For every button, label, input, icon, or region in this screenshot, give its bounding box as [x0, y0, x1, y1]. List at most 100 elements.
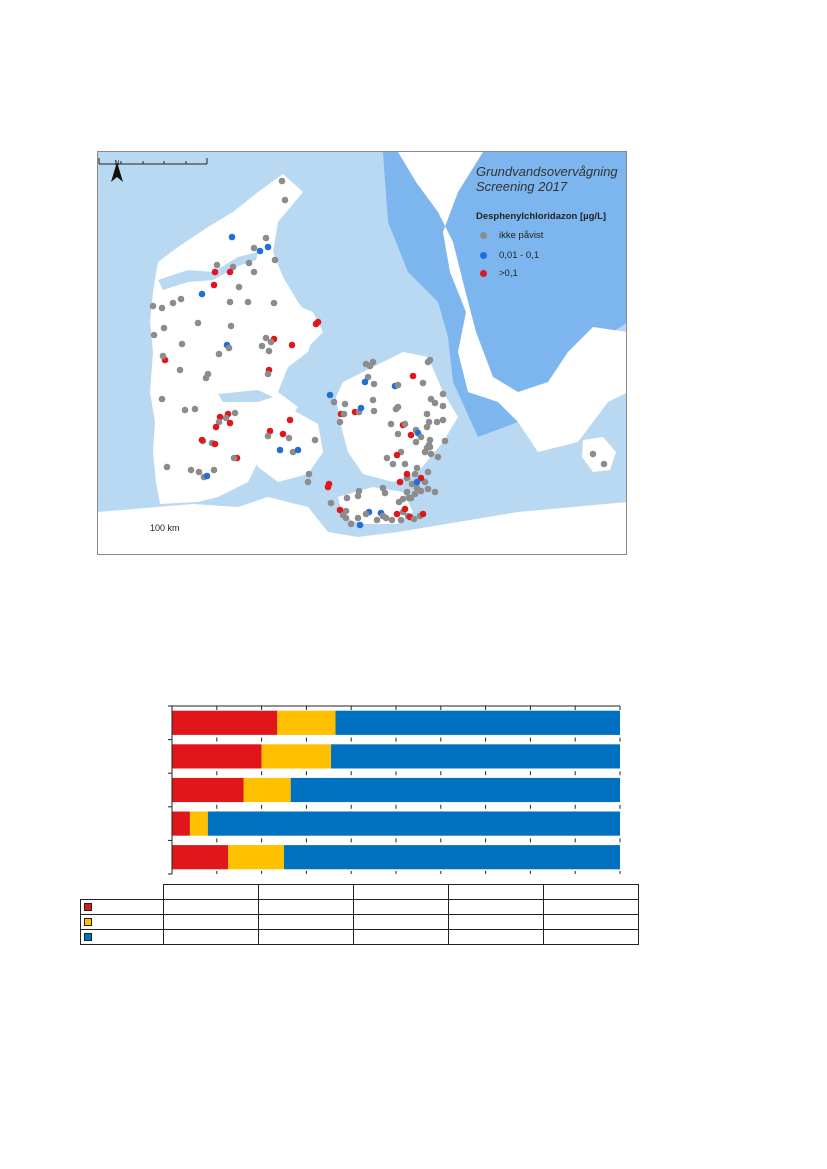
map-title: Grundvandsovervågning Screening 2017: [476, 164, 618, 194]
table-header-cell: [448, 884, 544, 900]
sample-point: [267, 338, 275, 346]
table-header-row: [81, 884, 639, 900]
sample-point: [355, 487, 363, 495]
sample-point: [383, 454, 391, 462]
sample-point: [395, 498, 403, 506]
sample-point: [245, 259, 253, 267]
sample-point: [285, 434, 293, 442]
sample-point: [425, 441, 433, 449]
sample-point: [258, 342, 266, 350]
table-cell: [448, 914, 544, 930]
north-arrow-icon: [111, 162, 123, 182]
sample-point: [356, 521, 364, 529]
sample-point: [336, 506, 344, 514]
table-row: [80, 929, 639, 945]
bar-segment: [207, 811, 620, 836]
sample-point: [327, 499, 335, 507]
sample-point: [305, 470, 313, 478]
sample-point: [229, 263, 237, 271]
table-row: [80, 914, 639, 930]
sample-point: [393, 451, 401, 459]
scale-label: 100 km: [150, 523, 180, 533]
sample-point: [211, 268, 219, 276]
sample-point: [340, 410, 348, 418]
sample-point: [343, 494, 351, 502]
sample-point: [149, 302, 157, 310]
sample-point: [216, 413, 224, 421]
sample-point: [388, 516, 396, 524]
land-djursland: [288, 302, 323, 347]
bar-segment: [172, 845, 228, 870]
sample-point: [250, 244, 258, 252]
sample-point: [191, 405, 199, 413]
bar-segment: [290, 777, 620, 803]
sample-point: [227, 322, 235, 330]
map-title-line1: Grundvandsovervågning: [476, 164, 618, 179]
sample-point: [419, 510, 427, 518]
sample-point: [181, 406, 189, 414]
sample-point: [427, 450, 435, 458]
sample-point: [264, 432, 272, 440]
table-row-header: [80, 914, 164, 930]
sample-point: [198, 290, 206, 298]
sample-point: [347, 520, 355, 528]
sample-point: [439, 416, 447, 424]
sample-point: [403, 488, 411, 496]
sample-point: [336, 418, 344, 426]
bar-segment: [277, 710, 336, 735]
sample-point: [394, 381, 402, 389]
sample-point: [169, 299, 177, 307]
sample-point: [419, 379, 427, 387]
sample-point: [278, 177, 286, 185]
sample-point: [401, 420, 409, 428]
sample-point: [177, 295, 185, 303]
sample-point: [423, 410, 431, 418]
sample-point: [225, 344, 233, 352]
table-cell: [448, 929, 544, 945]
legend-swatch-blue: [84, 933, 92, 942]
sample-point: [434, 453, 442, 461]
land-funen: [250, 410, 323, 482]
land-zealand: [336, 352, 458, 482]
sample-point: [382, 514, 390, 522]
table-header-cell: [258, 884, 354, 900]
sample-point: [330, 398, 338, 406]
table-cell: [163, 899, 259, 915]
sample-point: [266, 427, 274, 435]
sample-point: [158, 395, 166, 403]
table-header-cell: [543, 884, 639, 900]
sample-point: [226, 419, 234, 427]
sample-point: [159, 352, 167, 360]
bar-segment: [335, 710, 620, 735]
bar-segment: [261, 744, 332, 769]
legend-item-high: >0,1: [480, 268, 518, 279]
sample-point: [211, 440, 219, 448]
sample-point: [403, 470, 411, 478]
sample-point: [215, 350, 223, 358]
table-cell: [448, 899, 544, 915]
sample-point: [373, 516, 381, 524]
limfjord: [158, 252, 258, 290]
sample-point: [379, 484, 387, 492]
table-row-header: [80, 929, 164, 945]
sample-point: [176, 366, 184, 374]
sample-point: [361, 378, 369, 386]
scale-bar: [98, 158, 208, 165]
sample-point: [286, 416, 294, 424]
land-bornholm: [582, 437, 616, 472]
sample-point: [401, 505, 409, 513]
table-cell: [543, 899, 639, 915]
bar-segment: [228, 845, 284, 870]
sample-point: [262, 334, 270, 342]
sample-point: [589, 450, 597, 458]
sample-point: [417, 487, 425, 495]
sample-point: [289, 448, 297, 456]
sample-point: [264, 243, 272, 251]
sample-point: [276, 446, 284, 454]
sample-point: [423, 423, 431, 431]
table-cell: [353, 914, 449, 930]
sample-point: [158, 304, 166, 312]
legend-item-not-detected: ikke påvist: [480, 230, 543, 241]
sample-point: [441, 437, 449, 445]
sample-point: [396, 478, 404, 486]
